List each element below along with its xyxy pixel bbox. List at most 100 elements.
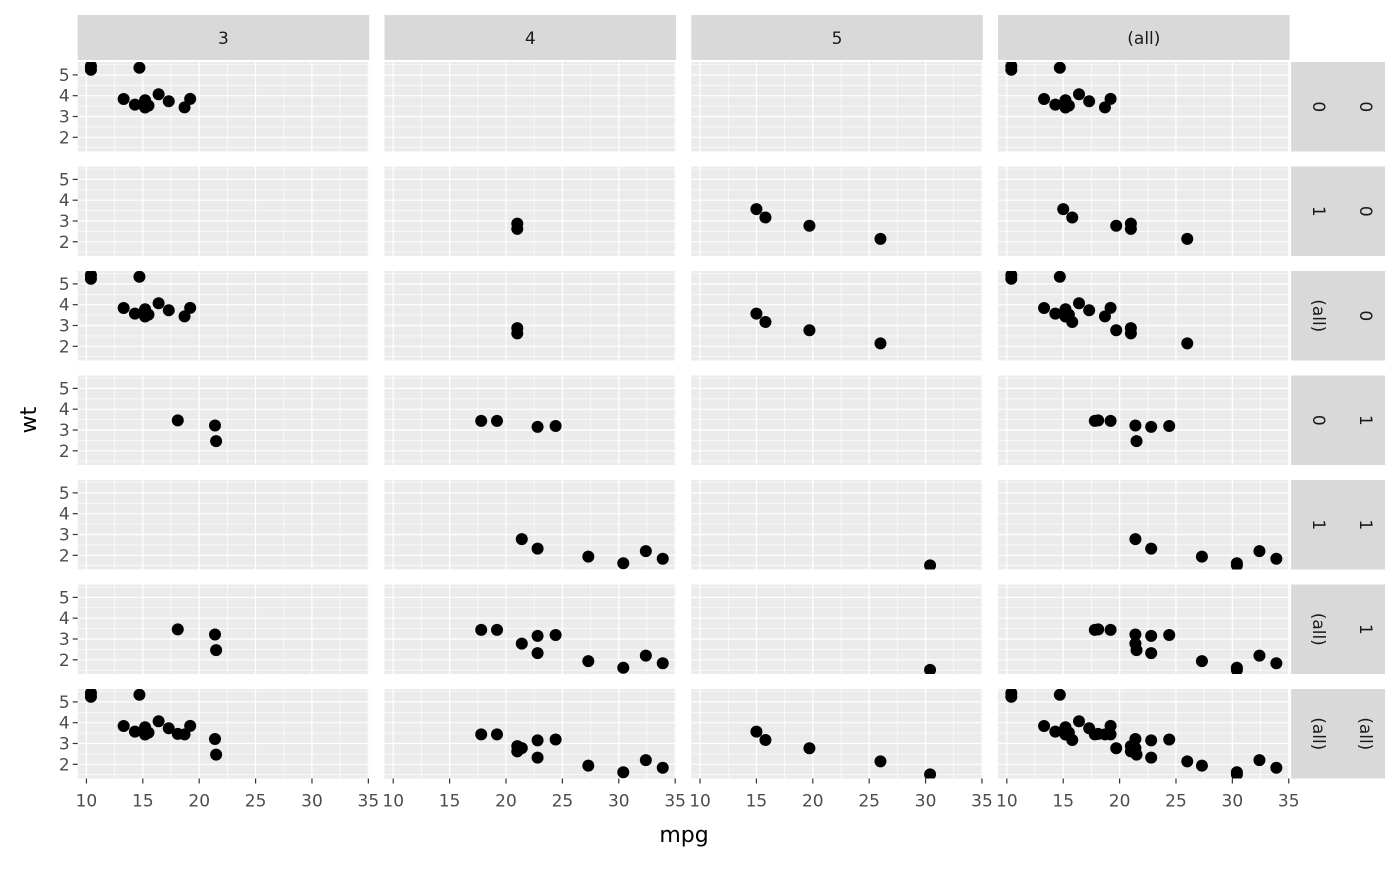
x-tick-label: 35 — [971, 792, 993, 812]
y-tick-label: 2 — [59, 233, 70, 253]
data-point — [1066, 211, 1079, 224]
panel-points — [924, 663, 937, 674]
y-tick-label: 3 — [59, 734, 70, 754]
data-point — [475, 414, 488, 427]
panel-background — [691, 480, 983, 570]
y-tick-label: 2 — [59, 651, 70, 671]
column-strip-label: 4 — [525, 29, 536, 49]
data-point — [210, 748, 223, 761]
data-point — [1038, 720, 1051, 733]
row-strip — [1291, 62, 1386, 152]
data-point — [549, 629, 562, 642]
y-tick-label: 2 — [59, 128, 70, 148]
row-strip-label-vs: 1 — [1355, 415, 1375, 426]
y-tick-label: 3 — [59, 525, 70, 545]
panel-background — [384, 375, 676, 465]
data-point — [874, 337, 887, 350]
panel-background — [77, 166, 370, 256]
x-tick-label: 35 — [664, 792, 686, 812]
data-point — [171, 727, 184, 740]
data-point — [759, 211, 772, 224]
panel-background — [77, 689, 370, 779]
column-strip-label: (all) — [1127, 29, 1160, 49]
data-point — [1253, 754, 1266, 767]
data-point — [1163, 733, 1176, 746]
y-tick-label: 4 — [59, 296, 70, 316]
row-strip-label-am: 0 — [1308, 415, 1328, 426]
data-point — [874, 755, 887, 768]
panel-background — [691, 62, 983, 152]
y-tick-label: 2 — [59, 442, 70, 462]
x-tick-label: 15 — [746, 792, 768, 812]
row-strip — [1291, 271, 1386, 361]
data-point — [1145, 647, 1158, 660]
data-point — [1066, 733, 1079, 746]
row-strip — [1291, 375, 1386, 465]
panel-background — [77, 480, 370, 570]
data-point — [1270, 761, 1283, 774]
panel-background — [77, 375, 370, 465]
data-point — [1145, 734, 1158, 747]
data-point — [874, 232, 887, 245]
panel-points — [1057, 203, 1194, 245]
data-point — [924, 768, 937, 779]
panel-background — [998, 62, 1290, 152]
data-point — [162, 722, 175, 735]
data-point — [171, 414, 184, 427]
row-strip-label-am: 1 — [1308, 206, 1328, 217]
panel-points — [475, 728, 669, 779]
panel-background — [384, 166, 676, 256]
data-point — [152, 88, 165, 101]
data-point — [210, 644, 223, 657]
panel-background — [384, 271, 676, 361]
x-tick-label: 25 — [245, 792, 267, 812]
data-point — [184, 301, 197, 314]
data-point — [1083, 95, 1096, 108]
data-point — [750, 725, 763, 738]
panel-background — [77, 584, 370, 674]
data-point — [1145, 420, 1158, 433]
data-point — [1098, 101, 1111, 114]
panel-points — [750, 725, 937, 779]
data-point — [1195, 655, 1208, 668]
data-point — [1088, 414, 1101, 427]
panel-points — [750, 307, 887, 350]
data-point — [582, 655, 595, 668]
x-tick-label: 10 — [76, 792, 98, 812]
x-tick-label: 10 — [689, 792, 711, 812]
data-point — [84, 62, 97, 73]
data-point — [1053, 689, 1066, 701]
data-point — [639, 545, 652, 558]
x-tick-label: 30 — [915, 792, 937, 812]
panel-background — [998, 271, 1290, 361]
panel-background — [384, 480, 676, 570]
x-tick-label: 25 — [858, 792, 880, 812]
y-tick-label: 5 — [59, 66, 70, 86]
data-point — [1129, 533, 1142, 546]
y-tick-label: 3 — [59, 421, 70, 441]
data-point — [1145, 629, 1158, 642]
panel-points — [1129, 533, 1283, 570]
data-point — [1073, 715, 1086, 728]
data-point — [1195, 759, 1208, 772]
data-point — [184, 92, 197, 105]
data-point — [117, 93, 130, 106]
row-strip — [1291, 689, 1386, 779]
data-point — [1053, 62, 1066, 74]
panel-points — [171, 414, 223, 448]
data-point — [128, 98, 141, 111]
data-point — [750, 307, 763, 320]
data-point — [1195, 550, 1208, 563]
y-tick-label: 3 — [59, 212, 70, 232]
x-tick-label: 15 — [132, 792, 154, 812]
data-point — [1104, 719, 1117, 732]
y-tick-label: 5 — [59, 588, 70, 608]
row-strip-label-am: 0 — [1308, 101, 1328, 112]
data-point — [208, 628, 221, 641]
column-strip-label: 5 — [832, 29, 843, 49]
data-point — [582, 550, 595, 563]
data-point — [1253, 649, 1266, 662]
data-point — [210, 435, 223, 448]
panel-background — [998, 480, 1290, 570]
